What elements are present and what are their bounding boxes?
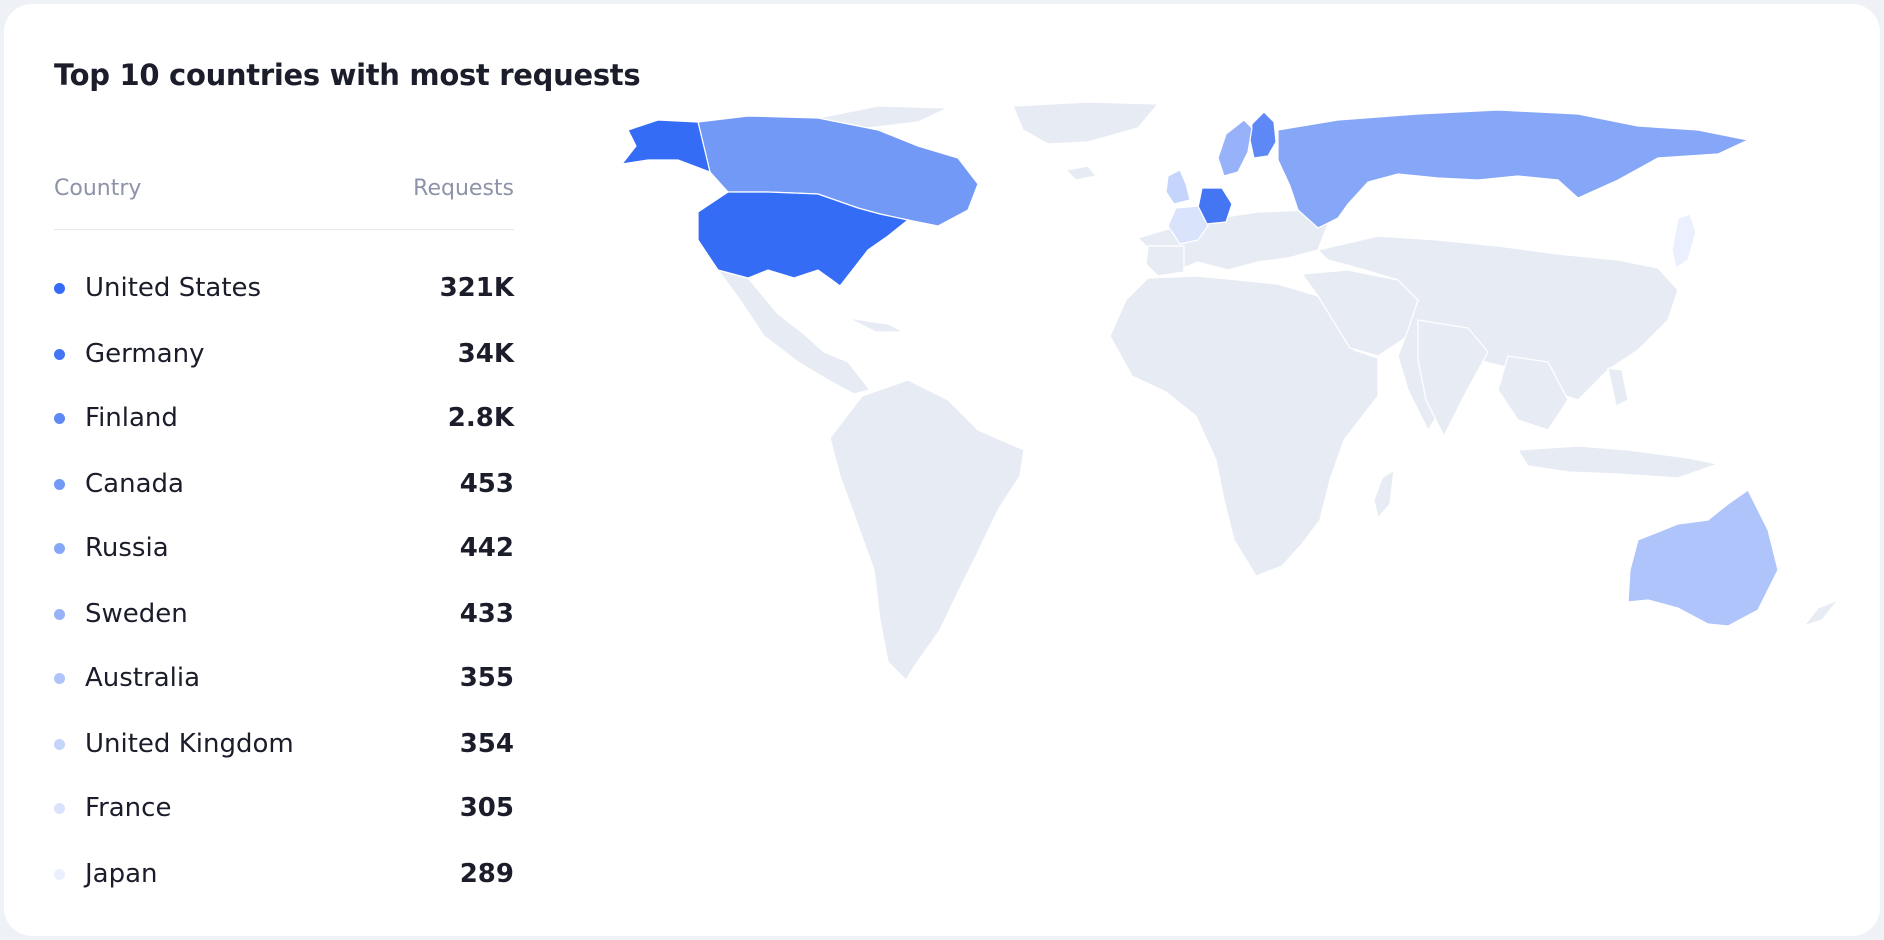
country-column-header: Country — [54, 176, 142, 201]
request-count: 354 — [459, 729, 514, 759]
country-name: Finland — [85, 403, 178, 433]
country-row: Russia 442 — [54, 528, 514, 568]
map-region-sweden — [1217, 119, 1253, 177]
map-region-south-america — [829, 379, 1025, 681]
legend-dot — [54, 478, 65, 490]
country-row: Finland 2.8K — [54, 398, 514, 438]
map-region-france — [1167, 205, 1209, 245]
map-region-iceland — [1064, 165, 1098, 181]
map-region-southeast-asia — [1497, 355, 1569, 431]
request-count: 2.8K — [447, 403, 514, 433]
country-name: Russia — [85, 533, 169, 563]
country-row: Japan 289 — [54, 854, 514, 894]
request-count: 34K — [457, 339, 514, 369]
legend-dot — [54, 802, 65, 814]
request-count: 289 — [459, 859, 514, 889]
country-row: Canada 453 — [54, 464, 514, 504]
requests-card: Top 10 countries with most requests Coun… — [4, 4, 1880, 936]
country-row: United States 321K — [54, 268, 514, 308]
country-row: United Kingdom 354 — [54, 724, 514, 764]
map-region-new-zealand — [1802, 598, 1840, 628]
country-name: Sweden — [85, 599, 188, 629]
country-name: United States — [85, 273, 262, 303]
legend-dot — [54, 672, 65, 684]
map-region-caribbean — [847, 317, 905, 333]
country-row: Germany 34K — [54, 334, 514, 374]
country-table: Country Requests United States 321K German… — [54, 176, 514, 889]
card-title: Top 10 countries with most requests — [54, 58, 641, 92]
map-region-madagascar — [1373, 468, 1395, 520]
request-count: 453 — [459, 469, 514, 499]
map-region-alaska — [620, 119, 711, 173]
country-row: Australia 355 — [54, 658, 514, 698]
map-region-indonesia — [1516, 445, 1721, 479]
world-map — [618, 100, 1844, 790]
request-count: 355 — [459, 663, 514, 693]
country-name: France — [85, 793, 172, 823]
map-region-finland — [1249, 111, 1277, 159]
legend-dot — [54, 542, 65, 554]
map-region-greenland — [1012, 101, 1160, 145]
legend-dot — [54, 282, 65, 294]
request-count: 442 — [459, 533, 514, 563]
legend-dot — [54, 868, 65, 880]
country-name: United Kingdom — [85, 729, 294, 759]
country-row: Sweden 433 — [54, 594, 514, 634]
legend-dot — [54, 738, 65, 750]
map-region-united-kingdom — [1165, 169, 1191, 205]
country-name: Germany — [85, 339, 205, 369]
country-name: Japan — [85, 859, 158, 889]
map-region-japan — [1671, 213, 1697, 269]
map-region-africa — [1109, 275, 1379, 577]
map-region-russia — [1277, 109, 1750, 229]
legend-dot — [54, 608, 65, 620]
table-header: Country Requests — [54, 176, 514, 230]
map-region-india — [1417, 319, 1489, 438]
map-region-australia — [1627, 489, 1779, 627]
map-region-central-america — [716, 268, 872, 395]
map-region-united-states — [697, 191, 910, 287]
request-count: 321K — [439, 273, 514, 303]
requests-column-header: Requests — [413, 176, 514, 201]
country-name: Australia — [85, 663, 201, 693]
country-row: France 305 — [54, 788, 514, 828]
request-count: 305 — [459, 793, 514, 823]
request-count: 433 — [459, 599, 514, 629]
map-region-iberia — [1145, 245, 1185, 277]
map-region-philippines — [1607, 367, 1629, 407]
legend-dot — [54, 348, 65, 360]
country-name: Canada — [85, 469, 184, 499]
legend-dot — [54, 412, 65, 424]
